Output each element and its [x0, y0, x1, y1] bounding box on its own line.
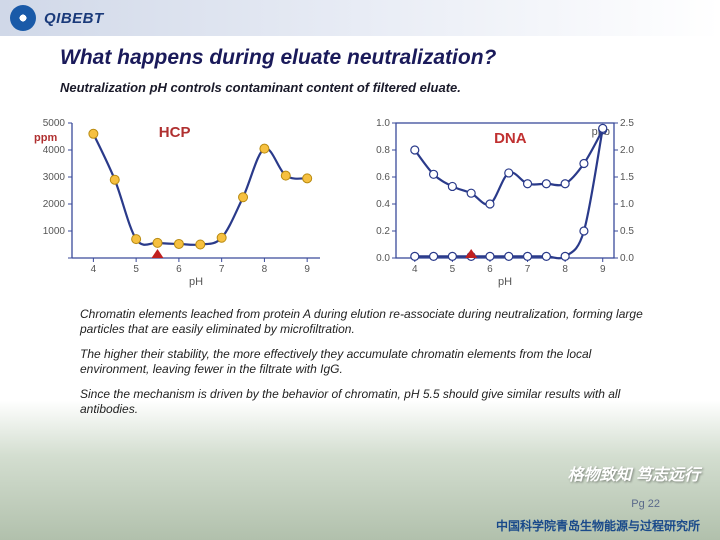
- svg-text:4: 4: [91, 264, 97, 275]
- slide-subtitle: Neutralization pH controls contaminant c…: [60, 80, 660, 95]
- svg-text:9: 9: [600, 264, 606, 275]
- svg-text:5: 5: [133, 264, 139, 275]
- svg-text:0.5: 0.5: [620, 226, 634, 237]
- chart-hcp: 1000 2000 3000 4000 5000 4 5 6 7 8 9 pH ppm HCP: [20, 113, 330, 293]
- svg-text:1.5: 1.5: [620, 172, 634, 183]
- cn-footer: 中国科学院青岛生物能源与过程研究所: [496, 517, 700, 534]
- svg-text:8: 8: [262, 264, 268, 275]
- svg-text:1000: 1000: [43, 226, 66, 237]
- logo-icon: [10, 5, 36, 31]
- svg-text:DNA: DNA: [494, 130, 527, 147]
- slide-content: What happens during eluate neutralizatio…: [0, 36, 720, 417]
- svg-text:0.2: 0.2: [376, 226, 390, 237]
- svg-text:3000: 3000: [43, 172, 66, 183]
- svg-text:5000: 5000: [43, 118, 66, 129]
- svg-text:8: 8: [562, 264, 568, 275]
- svg-text:6: 6: [487, 264, 493, 275]
- svg-text:0.0: 0.0: [376, 253, 390, 264]
- svg-text:ppm: ppm: [34, 132, 57, 144]
- svg-text:1.0: 1.0: [376, 118, 390, 129]
- svg-text:0.4: 0.4: [376, 199, 390, 210]
- page-number: Pg 22: [631, 498, 660, 510]
- header-band: QIBEBT: [0, 0, 720, 36]
- charts-row: 10002000300040005000456789pHppmHCP 0.00.…: [20, 107, 680, 299]
- svg-text:2.5: 2.5: [620, 118, 634, 129]
- svg-text:5: 5: [450, 264, 456, 275]
- svg-text:0.8: 0.8: [376, 145, 390, 156]
- svg-text:pH: pH: [498, 276, 512, 288]
- svg-text:2000: 2000: [43, 199, 66, 210]
- svg-text:9: 9: [304, 264, 310, 275]
- svg-text:4000: 4000: [43, 145, 66, 156]
- svg-text:4: 4: [412, 264, 418, 275]
- chart-dna: 0.0 0.2 0.4 0.6 0.8 1.0 0.0 0.5 1.0 1.5 2.0 2.5 4 5 6 7…: [360, 113, 650, 293]
- svg-text:6: 6: [176, 264, 182, 275]
- svg-text:7: 7: [219, 264, 225, 275]
- paragraph: Since the mechanism is driven by the beh…: [80, 387, 660, 417]
- svg-text:0.6: 0.6: [376, 172, 390, 183]
- body-text: Chromatin elements leached from protein …: [60, 299, 660, 417]
- paragraph: Chromatin elements leached from protein …: [80, 307, 660, 337]
- svg-text:2.0: 2.0: [620, 145, 634, 156]
- svg-text:0.0: 0.0: [620, 253, 634, 264]
- svg-text:pH: pH: [189, 276, 203, 288]
- cn-caption: 格物致知 笃志远行: [568, 461, 700, 485]
- svg-text:HCP: HCP: [159, 124, 191, 141]
- svg-text:1.0: 1.0: [620, 199, 634, 210]
- slide-title: What happens during eluate neutralizatio…: [60, 46, 660, 70]
- svg-text:7: 7: [525, 264, 531, 275]
- paragraph: The higher their stability, the more eff…: [80, 347, 660, 377]
- org-name: QIBEBT: [44, 10, 104, 27]
